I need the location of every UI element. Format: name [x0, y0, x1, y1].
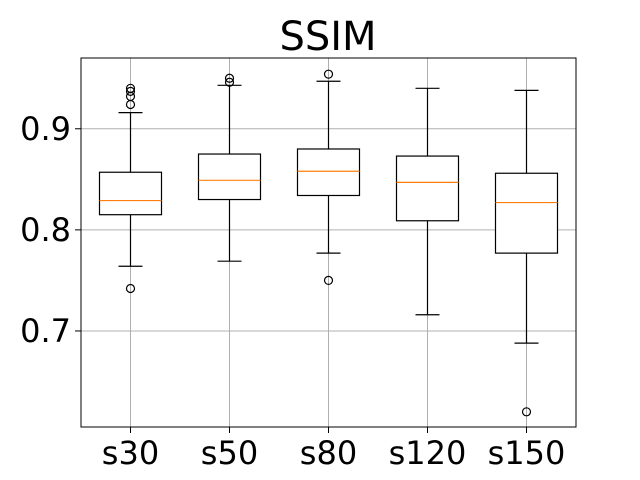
box-s50 — [197, 73, 262, 262]
outlier-point — [125, 83, 136, 93]
iqr-box — [197, 153, 262, 201]
chart-title: SSIM — [279, 14, 376, 60]
outlier-point — [125, 283, 136, 294]
outlier-point — [323, 69, 334, 79]
box-s30 — [98, 83, 163, 294]
outlier-point — [521, 407, 532, 417]
y-tick-label: 0.8 — [20, 211, 71, 249]
y-tick-label: 0.7 — [20, 312, 71, 350]
x-tick-label: s150 — [488, 434, 566, 472]
iqr-box — [395, 155, 460, 222]
x-tick-label: s50 — [201, 434, 258, 472]
box-s150 — [494, 89, 559, 417]
y-tick-label: 0.9 — [20, 110, 71, 148]
boxes — [98, 69, 559, 417]
outlier-point — [224, 77, 235, 87]
x-tick-label: s80 — [300, 434, 357, 472]
axis-ticks: 0.7 0.8 0.9 s30 s50 s80 s120 s150 — [20, 110, 565, 472]
outlier-point — [323, 275, 334, 286]
iqr-box — [296, 148, 361, 197]
iqr-box — [98, 171, 163, 216]
box-s120 — [395, 87, 460, 316]
iqr-box — [494, 172, 559, 254]
x-tick-label: s30 — [102, 434, 159, 472]
outlier-point — [224, 73, 235, 83]
x-tick-label: s120 — [389, 434, 467, 472]
box-s80 — [296, 69, 361, 286]
outlier-point — [125, 86, 136, 96]
